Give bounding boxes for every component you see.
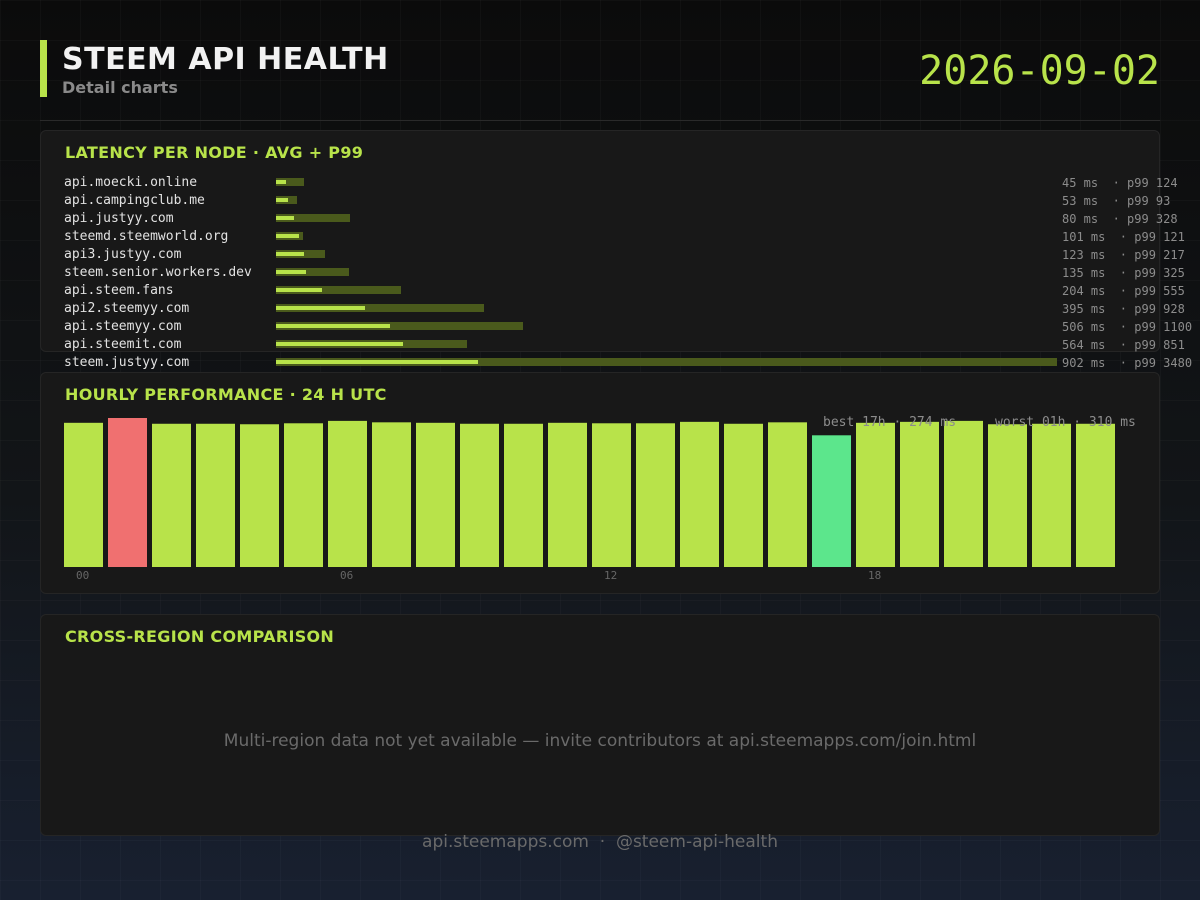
latency-value-label: 204 ms · p99 555 — [1062, 284, 1185, 298]
latency-avg-bar — [276, 324, 390, 328]
latency-panel: LATENCY PER NODE · AVG + P99 — [40, 130, 1160, 352]
latency-node-name: api.campingclub.me — [64, 193, 205, 208]
latency-row: api.steemit.com 564 ms · p99 851 — [64, 336, 1200, 354]
latency-row: api2.steemyy.com 395 ms · p99 928 — [64, 300, 1200, 318]
latency-value-label: 135 ms · p99 325 — [1062, 266, 1185, 280]
hourly-panel-title: HOURLY PERFORMANCE · 24 H UTC — [65, 385, 387, 404]
region-panel: CROSS-REGION COMPARISON Multi-region dat… — [40, 614, 1160, 836]
latency-value-label: 101 ms · p99 121 — [1062, 230, 1185, 244]
latency-row: steem.senior.workers.dev 135 ms · p99 325 — [64, 264, 1200, 282]
hourly-best-label: best 17h · 274 ms — [823, 415, 957, 430]
latency-panel-title: LATENCY PER NODE · AVG + P99 — [65, 143, 364, 162]
latency-p99-bar — [276, 286, 401, 294]
hourly-panel: HOURLY PERFORMANCE · 24 H UTC — [40, 372, 1160, 594]
latency-p99-bar — [276, 178, 304, 186]
latency-row: steemd.steemworld.org 101 ms · p99 121 — [64, 228, 1200, 246]
hourly-worst-label: worst 01h · 310 ms — [995, 415, 1136, 430]
latency-row: steem.justyy.com 902 ms · p99 3480 — [64, 354, 1200, 372]
latency-avg-bar — [276, 360, 479, 364]
region-empty-message: Multi-region data not yet available — in… — [223, 731, 977, 751]
latency-value-label: 45 ms · p99 124 — [1062, 176, 1178, 190]
latency-avg-bar — [276, 198, 288, 202]
latency-node-name: steem.justyy.com — [64, 355, 190, 370]
latency-row: api.steemyy.com 506 ms · p99 1100 — [64, 318, 1200, 336]
latency-avg-bar — [276, 306, 365, 310]
latency-row: api.campingclub.me 53 ms · p99 93 — [64, 192, 1200, 210]
latency-node-name: api.steem.fans — [64, 283, 174, 298]
page-subtitle: Detail charts — [62, 78, 178, 97]
latency-node-name: api.steemit.com — [64, 337, 182, 352]
latency-p99-bar — [276, 358, 1057, 366]
latency-node-name: api2.steemyy.com — [64, 301, 190, 316]
latency-node-name: api.moecki.online — [64, 175, 198, 190]
header-divider — [40, 120, 1160, 121]
latency-avg-bar — [276, 288, 322, 292]
latency-row: api.moecki.online 45 ms · p99 124 — [64, 174, 1200, 192]
latency-value-label: 506 ms · p99 1100 — [1062, 320, 1193, 334]
latency-row: api.steem.fans 204 ms · p99 555 — [64, 282, 1200, 300]
latency-node-name: steemd.steemworld.org — [64, 229, 229, 244]
latency-avg-bar — [276, 342, 403, 346]
latency-node-name: api3.justyy.com — [64, 247, 182, 262]
latency-value-label: 80 ms · p99 328 — [1062, 212, 1178, 226]
latency-node-name: api.justyy.com — [64, 211, 174, 226]
latency-row: api3.justyy.com 123 ms · p99 217 — [64, 246, 1200, 264]
latency-avg-bar — [276, 180, 287, 184]
latency-value-label: 395 ms · p99 928 — [1062, 302, 1185, 316]
region-panel-title: CROSS-REGION COMPARISON — [65, 627, 335, 646]
page-title: STEEM API HEALTH — [62, 42, 389, 77]
latency-node-name: steem.senior.workers.dev — [64, 265, 252, 280]
latency-node-name: api.steemyy.com — [64, 319, 182, 334]
report-date: 2026-09-02 — [919, 48, 1160, 94]
footer-text: api.steemapps.com · @steem-api-health — [422, 832, 778, 852]
latency-value-label: 902 ms · p99 3480 — [1062, 356, 1193, 370]
latency-avg-bar — [276, 270, 307, 274]
latency-p99-bar — [276, 304, 485, 312]
header-accent-bar — [40, 40, 47, 97]
latency-value-label: 53 ms · p99 93 — [1062, 194, 1171, 208]
latency-value-label: 564 ms · p99 851 — [1062, 338, 1185, 352]
latency-row: api.justyy.com 80 ms · p99 328 — [64, 210, 1200, 228]
latency-value-label: 123 ms · p99 217 — [1062, 248, 1185, 262]
latency-avg-bar — [276, 234, 299, 238]
latency-avg-bar — [276, 216, 294, 220]
latency-p99-bar — [276, 322, 523, 330]
latency-p99-bar — [276, 268, 349, 276]
latency-p99-bar — [276, 214, 350, 222]
latency-avg-bar — [276, 252, 304, 256]
